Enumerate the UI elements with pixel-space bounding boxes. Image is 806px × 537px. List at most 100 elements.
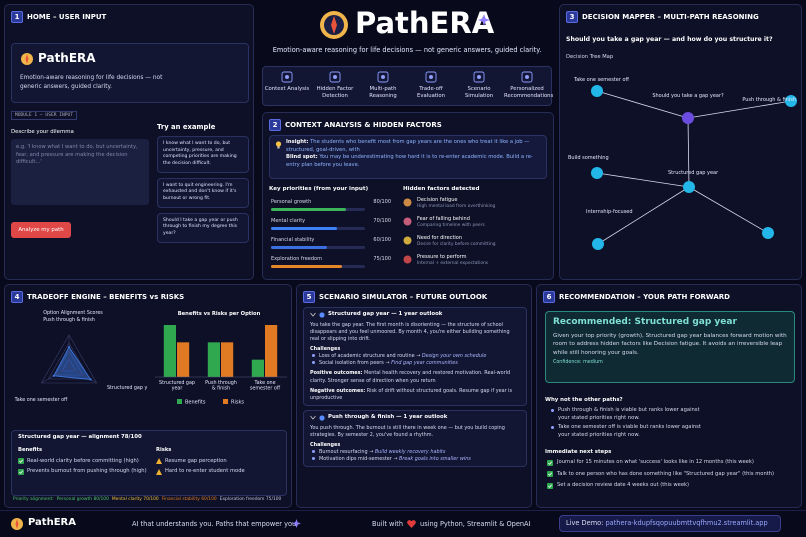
icon-shape	[548, 461, 553, 465]
scenario-card: Structured gap year — 1 year outlook You …	[303, 307, 527, 406]
icon-shape	[285, 75, 289, 79]
benefit-item: Real-world clarity before committing (hi…	[18, 458, 148, 466]
positive-label: Positive outcomes:	[310, 370, 363, 377]
examples-title: Try an example	[157, 123, 216, 131]
bulb-icon	[275, 141, 282, 149]
why-title: Why not the other paths?	[545, 397, 623, 403]
radar-ring	[40, 334, 98, 384]
warning-icon	[156, 468, 162, 475]
example-card[interactable]: I know what I want to do, but uncertaint…	[157, 136, 249, 173]
radar-label: Push through & finish	[43, 317, 94, 323]
alignment-item: Personal growth 80/100	[57, 497, 109, 502]
feature-tab[interactable]: Trade-off Evaluation	[408, 71, 454, 100]
benefit-item: Prevents burnout from pushing through (h…	[18, 468, 148, 476]
check-icon	[547, 459, 553, 466]
icon-shape	[18, 458, 24, 465]
risks-title: Risks	[156, 447, 172, 453]
feature-tab[interactable]: Multi-path Reasoning	[360, 71, 406, 100]
panel-heading: 4 TRADEOFF ENGINE – BENEFITS vs RISKS	[11, 291, 184, 303]
footer: PathERA AI that understands you. Paths t…	[0, 510, 806, 537]
heart	[407, 520, 416, 528]
icon-shape	[548, 484, 553, 488]
example-card[interactable]: Should I take a gap year or push through…	[157, 212, 249, 243]
tree-node	[592, 238, 604, 250]
app-card: PathERA Emotion-aware reasoning for life…	[11, 43, 249, 103]
priority-name: Financial stability	[271, 237, 315, 243]
factor-detail: Comparing timeline with peers	[417, 222, 485, 228]
feature-tab[interactable]: Personalized Recommendations	[504, 71, 553, 100]
negative-text: Risk of drift without structured goals. …	[310, 387, 513, 401]
feature-label: Context Analysis	[264, 86, 310, 92]
x-tick-label: Push through & finish	[205, 380, 237, 392]
benefits-title: Benefits	[18, 447, 43, 453]
bar	[207, 342, 220, 377]
priorities-title: Key priorities (from your input)	[269, 186, 369, 192]
radar-point	[52, 374, 55, 377]
feature-tab[interactable]: Context Analysis	[264, 71, 310, 93]
panel-title: CONTEXT ANALYSIS & HIDDEN FACTORS	[285, 121, 442, 129]
demo-link[interactable]: Live Demo: pathera-kdupfsqopuubmttvqfhmu…	[559, 515, 781, 532]
scenario-title: Push through & finish — 1 year outlook	[328, 413, 448, 420]
chevron	[310, 313, 316, 318]
detail-title: Structured gap year — alignment 78/100	[18, 434, 142, 440]
icon-shape	[403, 217, 412, 226]
challenge-action: Build weekly recovery habits	[374, 449, 446, 456]
icon-shape	[310, 416, 316, 420]
example-card[interactable]: I want to quit engineering. I'm exhauste…	[157, 177, 249, 208]
positive-outcome: Positive outcomes: Mental health recover…	[310, 370, 520, 384]
radar-axis	[68, 366, 97, 384]
tree-node	[591, 167, 603, 179]
priority-track	[271, 265, 365, 268]
factor-name: Need for direction	[417, 235, 463, 241]
feature-icon	[521, 71, 533, 83]
confidence: Confidence: medium	[553, 360, 603, 366]
scenario-header[interactable]: Push through & finish — 1 year outlook	[310, 414, 520, 422]
node-label: Internship-focused	[586, 209, 633, 215]
dilemma-input[interactable]: e.g. 'I know what I want to do, but unce…	[11, 139, 149, 205]
why-text: Take one semester off is viable but rank…	[558, 424, 701, 438]
priority-bars: Personal growth 80/100 Mental clarity 70/10…	[271, 199, 391, 275]
icon-shape	[319, 312, 325, 318]
scenario-header[interactable]: Structured gap year — 1 year outlook	[310, 311, 520, 319]
bar	[177, 342, 190, 377]
scenario-narrative: You take the gap year. The first month i…	[310, 321, 510, 343]
step-item: Talk to one person who has done somethin…	[547, 471, 797, 479]
alignment-value: 80/100	[93, 497, 109, 502]
panel-recommendation: 6 RECOMMENDATION – YOUR PATH FORWARD Reco…	[536, 284, 802, 508]
panel-number: 4	[11, 291, 23, 303]
factor-name: Pressure to perform	[417, 254, 467, 260]
scenario-card: Push through & finish — 1 year outlook Yo…	[303, 409, 527, 468]
alignment-name: Mental clarity	[111, 497, 142, 502]
hidden-factor: Need for direction Desire for clarity bef…	[403, 235, 549, 254]
panel-heading: 1 HOME – USER INPUT	[11, 11, 106, 23]
factor-name: Fear of falling behind	[417, 216, 470, 222]
steps-list: Journal for 15 minutes on what 'success'…	[547, 459, 797, 494]
rationale: Given your top priority (growth), Struct…	[553, 333, 787, 356]
feature-tab[interactable]: Scenario Simulation	[456, 71, 502, 100]
why-list: Push through & finish is viable but rank…	[549, 407, 789, 441]
priority-row: Mental clarity 70/100	[271, 218, 391, 237]
alignment-value: 70/100	[143, 497, 159, 502]
step-item: Set a decision review date 4 weeks out (…	[547, 482, 797, 490]
priority-track	[271, 246, 365, 249]
node-label: Push through & finish	[742, 97, 796, 103]
blind-spot-text: You may be underestimating how hard it i…	[286, 154, 533, 168]
decision-tree: Take one semester off Should you take a g…	[568, 77, 797, 250]
priority-name: Mental clarity	[271, 218, 306, 224]
feature-icon	[281, 71, 293, 83]
priority-name: Personal growth	[271, 199, 312, 205]
icon-shape	[403, 236, 412, 245]
icon-shape	[19, 470, 24, 474]
hero-title: PathERA	[355, 6, 495, 40]
bullet	[312, 449, 315, 453]
radar-point	[89, 378, 92, 381]
priority-bar	[271, 246, 328, 249]
analyze-button[interactable]: Analyze my path	[11, 222, 71, 238]
feature-icon	[473, 71, 485, 83]
step-item: Journal for 15 minutes on what 'success'…	[547, 459, 797, 467]
footer-brand: PathERA	[28, 517, 76, 528]
feature-tab[interactable]: Hidden Factor Detection	[312, 71, 358, 100]
icon-shape	[310, 313, 316, 318]
